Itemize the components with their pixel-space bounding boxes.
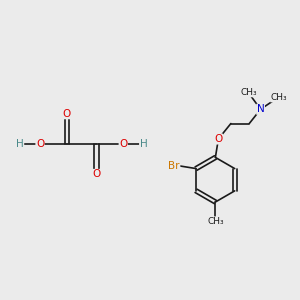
Text: O: O bbox=[119, 139, 128, 149]
Text: CH₃: CH₃ bbox=[271, 93, 287, 102]
Text: O: O bbox=[92, 169, 101, 179]
Text: Br: Br bbox=[168, 160, 180, 171]
Text: CH₃: CH₃ bbox=[207, 217, 224, 226]
Text: O: O bbox=[36, 139, 44, 149]
Text: O: O bbox=[63, 109, 71, 119]
Text: CH₃: CH₃ bbox=[241, 88, 258, 97]
Text: H: H bbox=[16, 139, 24, 149]
Text: H: H bbox=[140, 139, 147, 149]
Text: N: N bbox=[257, 104, 264, 114]
Text: O: O bbox=[214, 134, 223, 144]
